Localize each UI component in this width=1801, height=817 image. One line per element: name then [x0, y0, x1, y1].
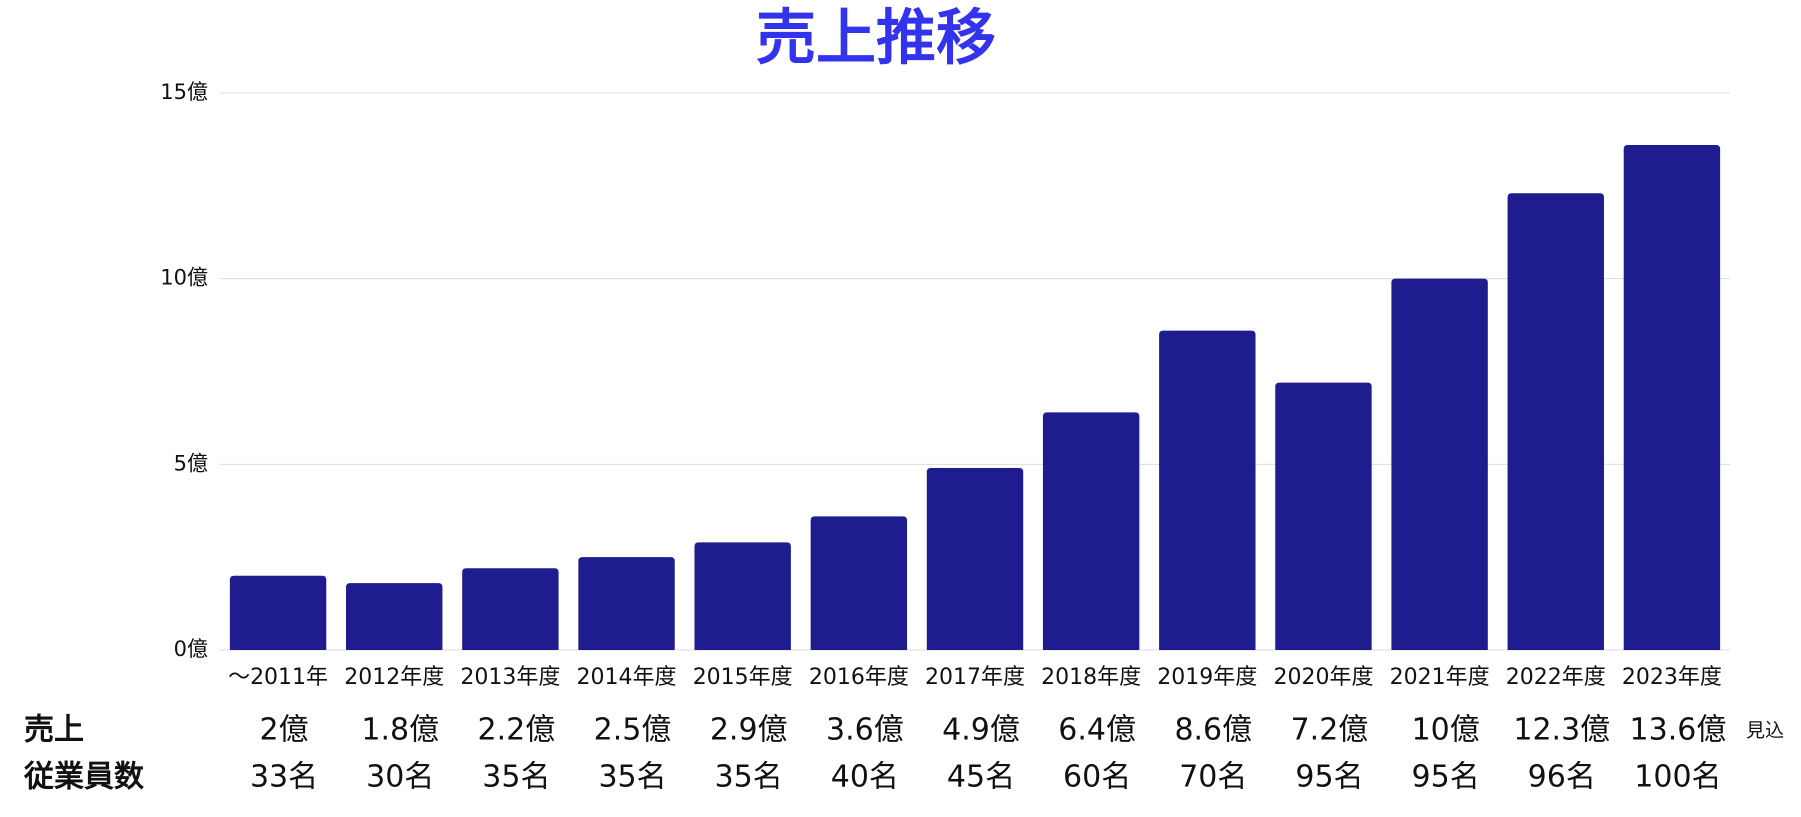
value-label: 3.6億 — [826, 713, 904, 748]
x-tick-label: 2018年度 — [1041, 665, 1141, 690]
value-label: 1.8億 — [361, 713, 439, 748]
bar — [1623, 144, 1721, 650]
employee-count: 95名 — [1412, 760, 1480, 795]
bar — [810, 516, 908, 650]
employee-count: 40名 — [831, 760, 899, 795]
row-label: 従業員数 — [23, 760, 145, 795]
x-tick-label: 2013年度 — [460, 665, 560, 690]
employee-count: 60名 — [1063, 760, 1131, 795]
bar — [1391, 278, 1488, 650]
value-label: 12.3億 — [1513, 713, 1610, 748]
y-tick-label: 10億 — [160, 266, 208, 290]
employee-count: 95名 — [1295, 760, 1363, 795]
x-tick-label: 2021年度 — [1390, 665, 1490, 690]
employee-count: 35名 — [482, 760, 550, 795]
employee-count: 33名 — [250, 760, 318, 795]
value-label: 2.2億 — [478, 713, 556, 748]
chart-title: 売上推移 — [756, 4, 996, 74]
employee-count: 35名 — [598, 760, 666, 795]
bar — [926, 468, 1024, 650]
x-tick-label: 2014年度 — [577, 665, 677, 690]
value-label: 13.6億 — [1630, 713, 1727, 748]
row-label: 売上 — [24, 713, 84, 748]
employee-count: 30名 — [366, 760, 434, 795]
y-tick-label: 5億 — [174, 451, 208, 475]
x-tick-label: 2020年度 — [1273, 665, 1373, 690]
bar — [1042, 412, 1140, 650]
x-tick-label: 2017年度 — [925, 665, 1025, 690]
employee-count: 100名 — [1634, 760, 1721, 795]
employee-count: 70名 — [1179, 760, 1247, 795]
bar — [462, 568, 559, 650]
x-tick-label: 2012年度 — [344, 665, 444, 690]
x-tick-label: 2016年度 — [809, 665, 909, 690]
bar — [1507, 193, 1604, 650]
value-label: 8.6億 — [1174, 713, 1252, 748]
employee-count: 96名 — [1528, 760, 1596, 795]
x-tick-label: 2019年度 — [1157, 665, 1257, 690]
employee-count: 35名 — [715, 760, 783, 795]
value-label: 2.9億 — [710, 713, 788, 748]
bar — [1159, 330, 1256, 650]
x-tick-label: 〜2011年 — [228, 665, 328, 690]
value-label: 6.4億 — [1058, 713, 1136, 748]
employee-count: 45名 — [947, 760, 1015, 795]
bar — [1275, 382, 1372, 650]
y-tick-label: 0億 — [174, 637, 208, 661]
bar — [229, 575, 327, 650]
bar — [694, 542, 791, 650]
x-tick-label: 2022年度 — [1506, 665, 1606, 690]
bar — [346, 583, 443, 650]
value-label: 4.9億 — [942, 713, 1020, 748]
value-label: 7.2億 — [1291, 713, 1369, 748]
x-tick-label: 2023年度 — [1622, 665, 1722, 690]
y-tick-label: 15億 — [160, 80, 208, 104]
value-label: 2億 — [260, 713, 309, 748]
value-label: 10億 — [1412, 713, 1480, 748]
annotation: 見込 — [1746, 720, 1784, 742]
bar — [578, 557, 675, 650]
x-tick-label: 2015年度 — [693, 665, 793, 690]
value-label: 2.5億 — [594, 713, 672, 748]
